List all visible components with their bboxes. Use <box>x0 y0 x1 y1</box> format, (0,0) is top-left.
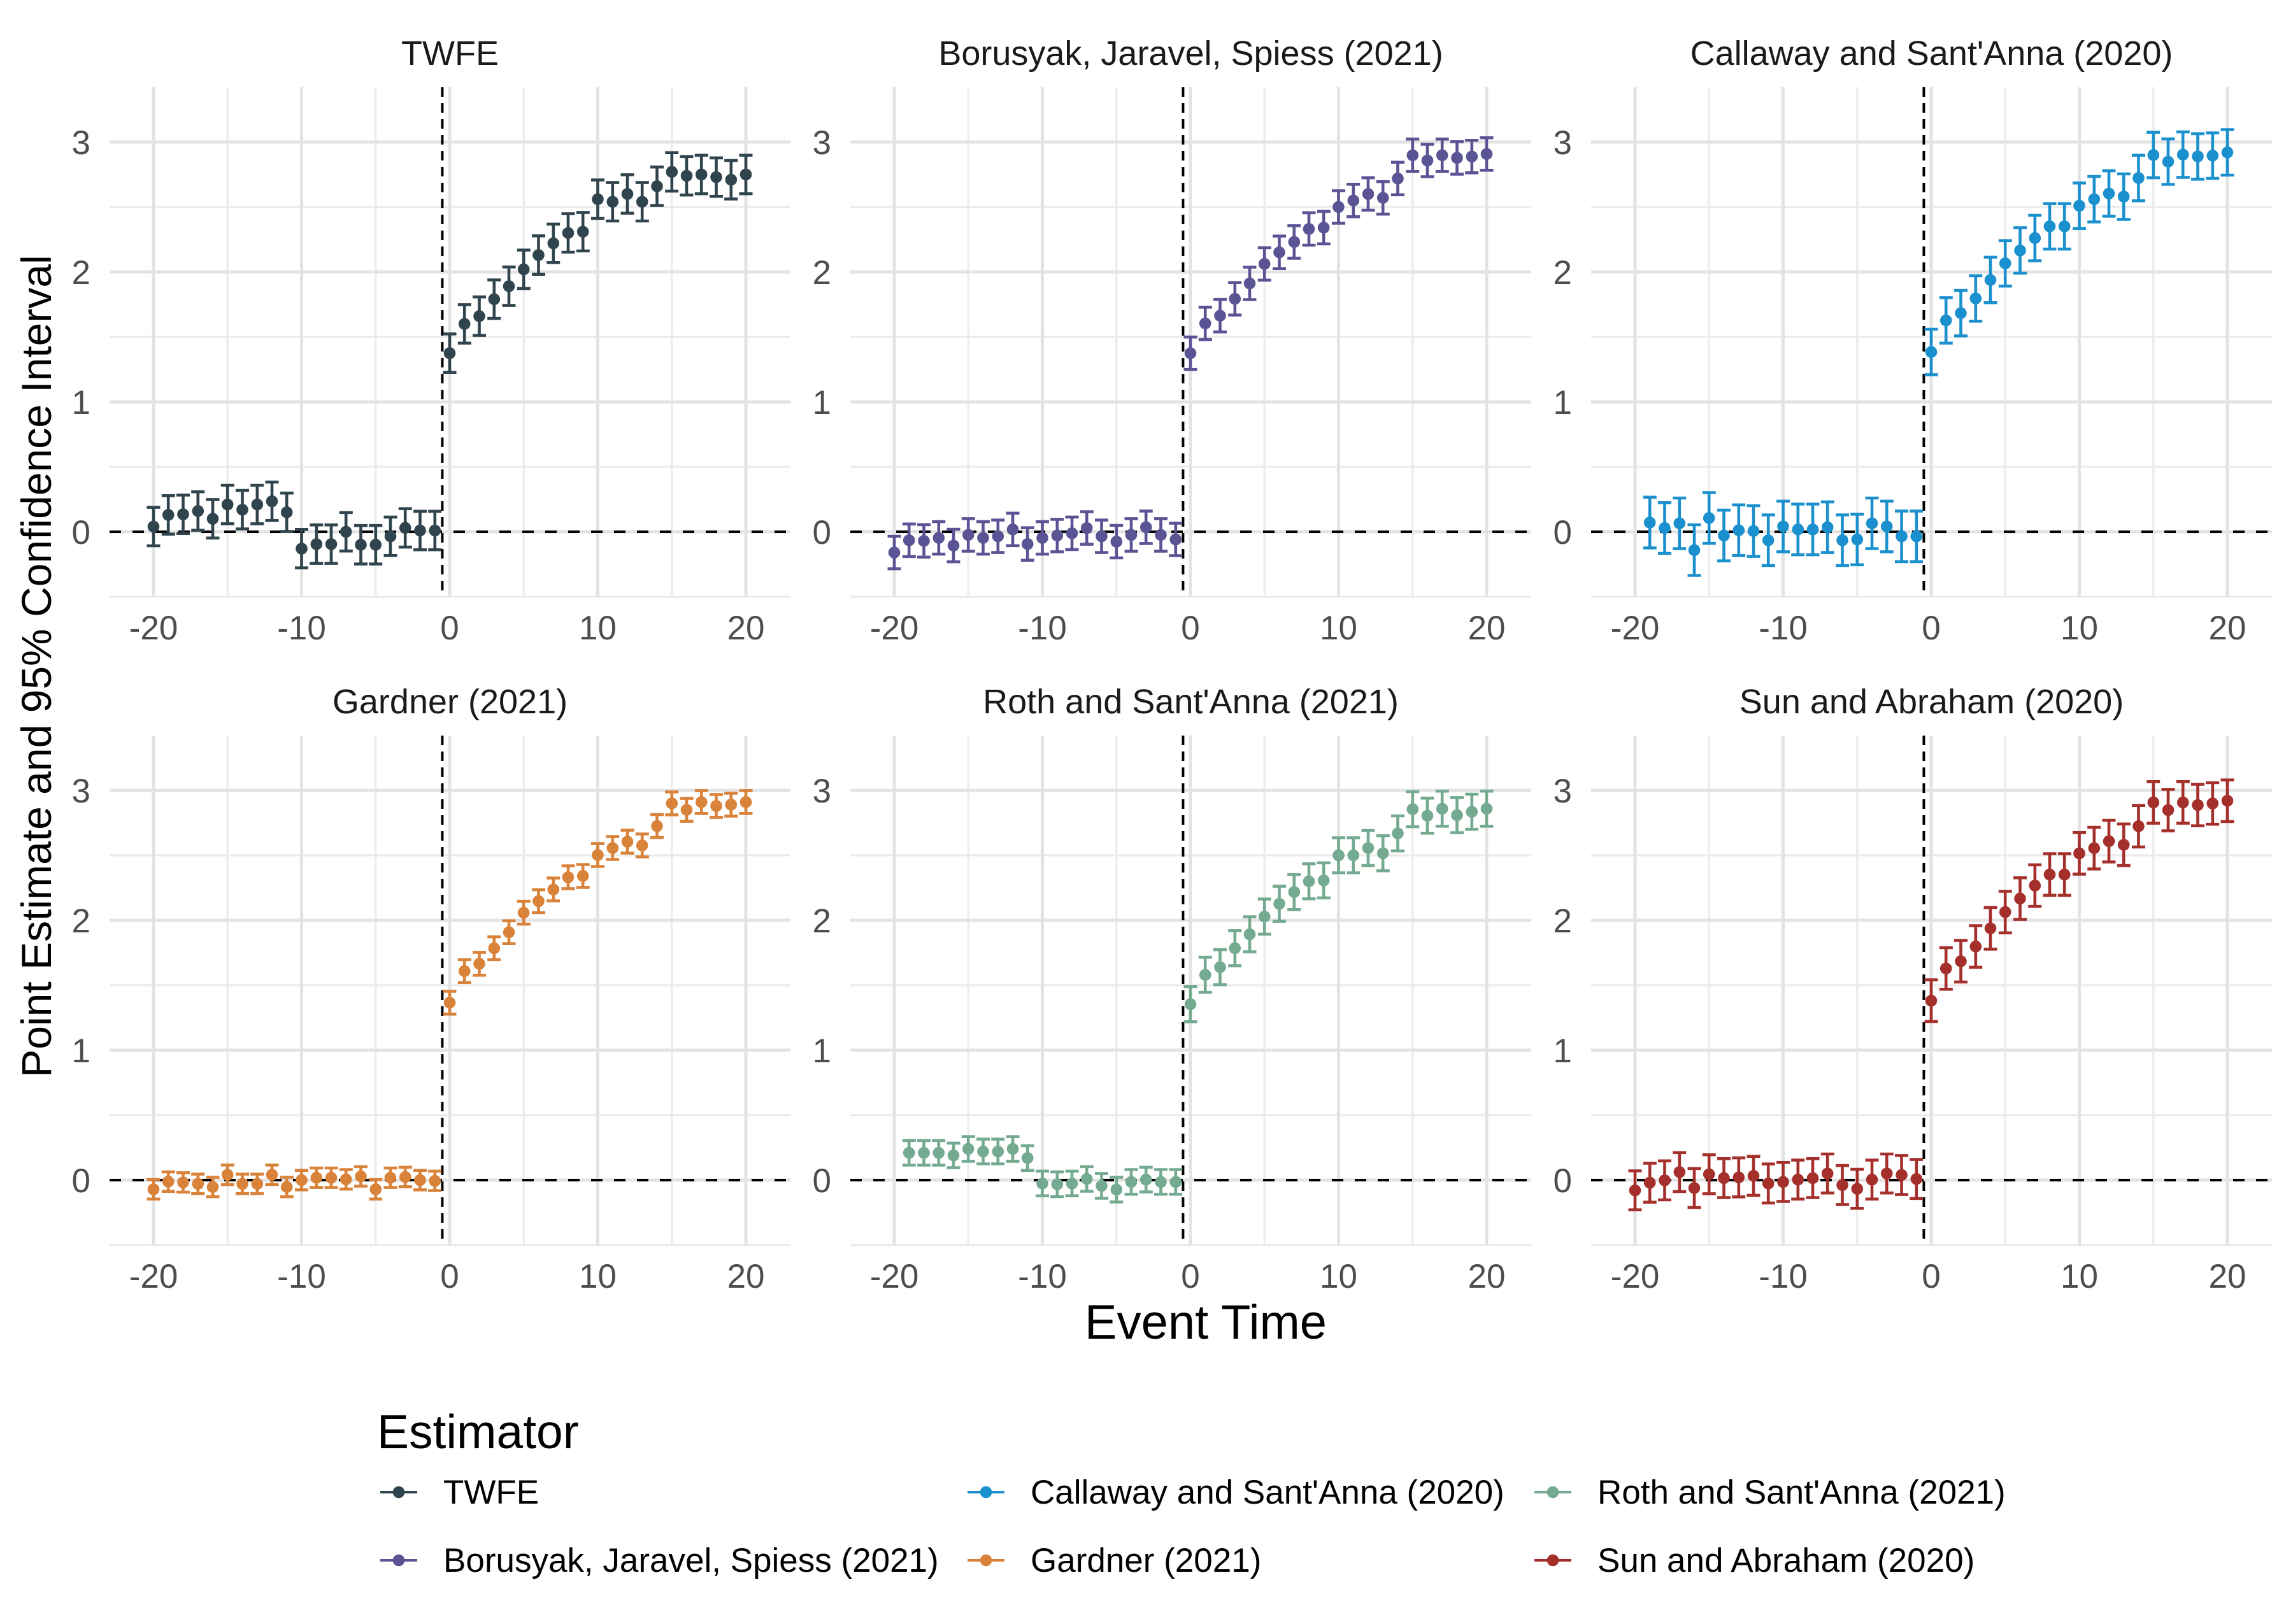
svg-text:1: 1 <box>813 384 831 422</box>
svg-text:3: 3 <box>813 773 831 810</box>
svg-text:TWFE: TWFE <box>401 34 499 73</box>
svg-text:Sun and Abraham (2020): Sun and Abraham (2020) <box>1597 1542 1975 1579</box>
svg-text:10: 10 <box>2061 1258 2098 1295</box>
svg-text:-10: -10 <box>1018 1258 1067 1295</box>
svg-text:10: 10 <box>1320 609 1357 647</box>
svg-text:2: 2 <box>813 902 831 940</box>
svg-text:-20: -20 <box>870 1258 919 1295</box>
svg-text:2: 2 <box>1554 902 1572 940</box>
svg-text:3: 3 <box>1554 773 1572 810</box>
svg-text:10: 10 <box>579 1258 617 1295</box>
svg-text:20: 20 <box>2209 609 2247 647</box>
svg-text:TWFE: TWFE <box>443 1474 539 1511</box>
svg-text:Callaway and Sant'Anna (2020): Callaway and Sant'Anna (2020) <box>1031 1474 1504 1511</box>
svg-text:0: 0 <box>440 1258 459 1295</box>
svg-text:10: 10 <box>579 609 617 647</box>
svg-text:0: 0 <box>1181 609 1199 647</box>
svg-text:10: 10 <box>2061 609 2098 647</box>
svg-text:2: 2 <box>813 254 831 292</box>
svg-text:2: 2 <box>72 254 90 292</box>
svg-text:-20: -20 <box>1611 1258 1660 1295</box>
svg-text:-20: -20 <box>870 609 919 647</box>
svg-text:0: 0 <box>72 1162 90 1200</box>
svg-text:0: 0 <box>813 514 831 552</box>
svg-text:0: 0 <box>1922 1258 1940 1295</box>
svg-text:0: 0 <box>1922 609 1940 647</box>
svg-text:1: 1 <box>72 1032 90 1070</box>
svg-text:2: 2 <box>1554 254 1572 292</box>
svg-text:2: 2 <box>72 902 90 940</box>
svg-text:20: 20 <box>727 1258 765 1295</box>
svg-text:1: 1 <box>1554 384 1572 422</box>
svg-text:-10: -10 <box>277 1258 326 1295</box>
svg-text:Event Time: Event Time <box>1085 1295 1327 1350</box>
svg-text:Borusyak, Jaravel, Spiess (202: Borusyak, Jaravel, Spiess (2021) <box>443 1542 939 1579</box>
svg-text:0: 0 <box>1554 1162 1572 1200</box>
svg-text:-20: -20 <box>1611 609 1660 647</box>
svg-text:-10: -10 <box>277 609 326 647</box>
svg-text:3: 3 <box>72 124 90 162</box>
svg-text:-10: -10 <box>1759 609 1808 647</box>
svg-text:1: 1 <box>72 384 90 422</box>
svg-text:-10: -10 <box>1759 1258 1808 1295</box>
svg-text:0: 0 <box>1181 1258 1199 1295</box>
svg-text:Sun and Abraham (2020): Sun and Abraham (2020) <box>1739 683 2124 721</box>
svg-text:Callaway and Sant'Anna (2020): Callaway and Sant'Anna (2020) <box>1690 34 2173 73</box>
svg-text:3: 3 <box>1554 124 1572 162</box>
svg-text:20: 20 <box>1468 609 1506 647</box>
svg-text:Point Estimate and 95% Confide: Point Estimate and 95% Confidence Interv… <box>13 255 60 1077</box>
svg-text:Roth and Sant'Anna (2021): Roth and Sant'Anna (2021) <box>983 683 1399 721</box>
svg-text:Roth and Sant'Anna (2021): Roth and Sant'Anna (2021) <box>1597 1474 2006 1511</box>
svg-text:0: 0 <box>1554 514 1572 552</box>
svg-text:0: 0 <box>813 1162 831 1200</box>
svg-text:20: 20 <box>1468 1258 1506 1295</box>
svg-text:3: 3 <box>813 124 831 162</box>
svg-text:-20: -20 <box>129 609 178 647</box>
svg-text:10: 10 <box>1320 1258 1357 1295</box>
svg-text:3: 3 <box>72 773 90 810</box>
svg-text:-20: -20 <box>129 1258 178 1295</box>
svg-text:20: 20 <box>2209 1258 2247 1295</box>
svg-text:Borusyak, Jaravel, Spiess (202: Borusyak, Jaravel, Spiess (2021) <box>938 34 1443 73</box>
svg-text:Gardner (2021): Gardner (2021) <box>1031 1542 1261 1579</box>
svg-text:0: 0 <box>440 609 459 647</box>
svg-text:-10: -10 <box>1018 609 1067 647</box>
svg-text:1: 1 <box>813 1032 831 1070</box>
svg-text:0: 0 <box>72 514 90 552</box>
svg-text:Gardner (2021): Gardner (2021) <box>332 683 568 721</box>
svg-text:Estimator: Estimator <box>377 1405 579 1458</box>
svg-text:20: 20 <box>727 609 765 647</box>
svg-text:1: 1 <box>1554 1032 1572 1070</box>
